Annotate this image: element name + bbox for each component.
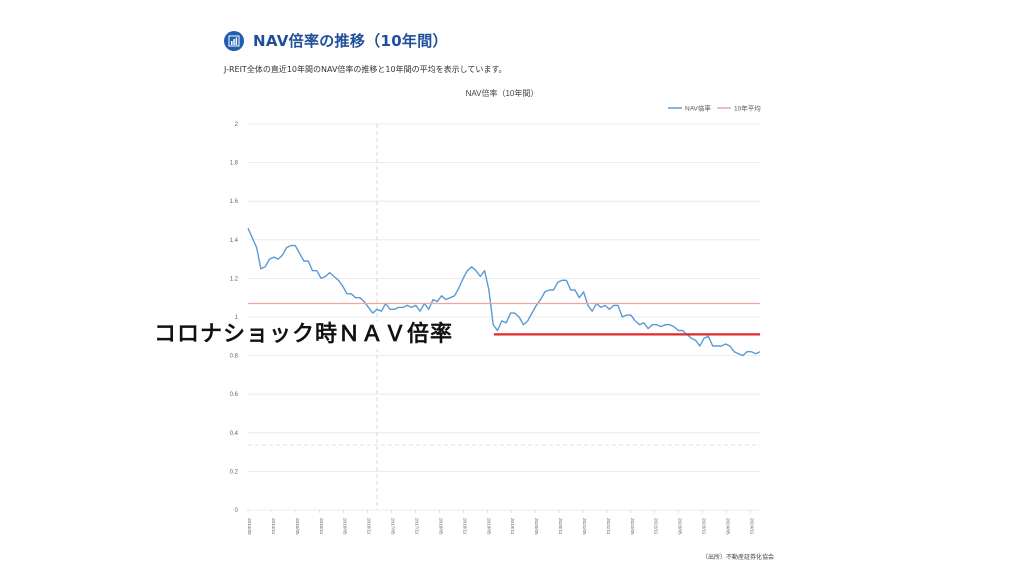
- bar-chart-icon: [224, 30, 244, 51]
- y-tick-label: 0.8: [230, 354, 239, 360]
- x-tick-label: 2023/05: [678, 518, 683, 535]
- x-tick-label: 2014/11: [271, 518, 276, 535]
- series-layer: [247, 227, 761, 357]
- legend-label-nav: NAV倍率: [685, 104, 711, 113]
- x-tick-label: 2022/05: [630, 518, 635, 535]
- y-tick-label: 0.2: [230, 469, 239, 475]
- page-description: J-REIT全体の直近10年間のNAV倍率の推移と10年間の平均を表示しています…: [224, 65, 507, 74]
- x-tick-label: 2016/05: [343, 518, 348, 535]
- y-tick-label: 1: [235, 315, 239, 321]
- x-tick-label: 2021/11: [606, 518, 611, 535]
- y-tick-label: 0: [235, 508, 239, 514]
- y-tick-label: 1.8: [230, 161, 239, 167]
- y-tick-label: 0.6: [230, 392, 239, 398]
- x-tick-label: 2021/05: [582, 518, 587, 535]
- x-tick-label: 2020/11: [558, 518, 563, 535]
- y-tick-label: 1.4: [230, 238, 239, 244]
- x-tick-label: 2017/05: [391, 518, 396, 535]
- x-tick-label: 2023/11: [702, 518, 707, 535]
- page-header: NAV倍率の推移（10年間）: [224, 30, 448, 51]
- x-axis: 2014/09 2014/11 2015/05 2015/11 2016/05 2016/…: [247, 510, 754, 535]
- x-tick-label: 2016/11: [367, 518, 372, 535]
- chart-grid: [248, 123, 760, 511]
- x-tick-label: 2019/11: [510, 518, 515, 535]
- y-axis: 0 0.2 0.4 0.6 0.8 1 1.2 1.4 1.6 1.8 2: [230, 122, 239, 514]
- x-tick-label: 2020/05: [534, 518, 539, 535]
- y-tick-label: 1.2: [230, 276, 239, 282]
- series-line-nav: [247, 227, 761, 357]
- x-tick-label: 2024/11: [749, 518, 754, 535]
- x-tick-label: 2015/05: [295, 518, 300, 535]
- covid-annotation-label: コロナショック時ＮＡＶ倍率: [152, 321, 456, 349]
- x-tick-label: 2018/05: [438, 518, 443, 535]
- y-tick-label: 2: [235, 122, 239, 128]
- x-tick-label: 2024/05: [726, 518, 731, 535]
- x-tick-label: 2015/11: [319, 518, 324, 535]
- legend: NAV倍率 10年平均: [668, 104, 761, 113]
- x-tick-label: 2017/11: [414, 518, 419, 535]
- source-note: （出所）不動産証券化協会: [702, 554, 775, 561]
- x-tick-label: 2022/11: [654, 518, 659, 535]
- x-tick-label: 2014/09: [247, 518, 252, 535]
- page-title: NAV倍率の推移（10年間）: [253, 32, 448, 50]
- x-tick-label: 2018/11: [462, 518, 467, 535]
- y-tick-label: 0.4: [230, 431, 239, 437]
- chart-title: NAV倍率（10年間）: [466, 88, 539, 98]
- y-tick-label: 1.6: [230, 199, 239, 205]
- legend-label-average: 10年平均: [734, 104, 761, 113]
- x-tick-label: 2019/05: [486, 518, 491, 535]
